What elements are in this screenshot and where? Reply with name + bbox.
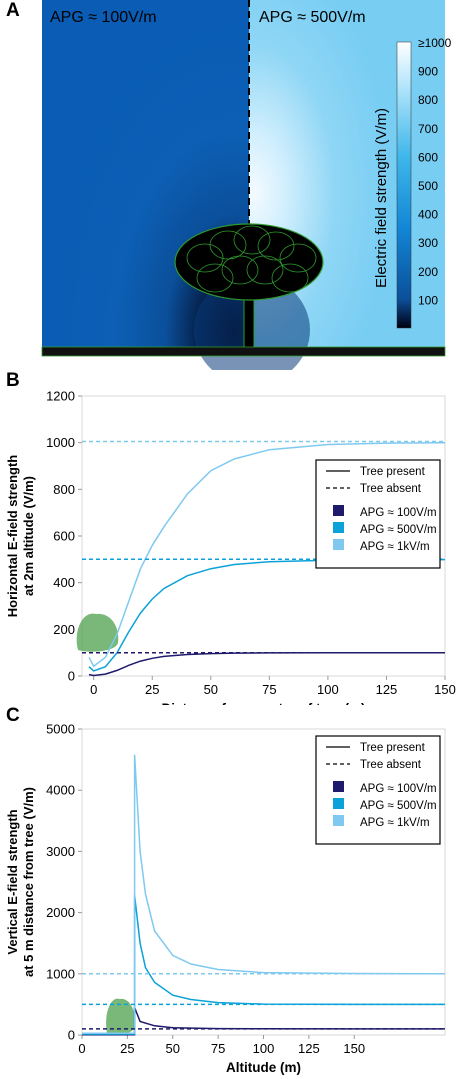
y-tick-label: 400	[53, 575, 75, 590]
y-tick-label: 3000	[46, 844, 75, 859]
series-line	[88, 441, 446, 668]
colorbar-tick-label: 900	[418, 65, 438, 79]
tree-silhouette	[174, 223, 324, 351]
legend-entry-label: APG ≈ 100V/m	[360, 783, 437, 795]
x-tick-label: 75	[211, 1041, 225, 1056]
x-tick-label: 150	[434, 682, 456, 697]
x-tick-label: 75	[262, 682, 276, 697]
y-tick-label: 200	[53, 622, 75, 637]
colorbar-tick-label: ≥1000	[418, 36, 452, 50]
colorbar-tick-label: 400	[418, 208, 438, 222]
y-tick-label: 1000	[46, 435, 75, 450]
legend-entry-label: APG ≈ 100V/m	[360, 507, 437, 519]
x-tick-label: 50	[204, 682, 218, 697]
x-tick-label: 25	[120, 1041, 134, 1056]
panel-letter-c: C	[6, 705, 20, 726]
tree-icon	[106, 998, 136, 1035]
x-tick-label: 100	[253, 1041, 275, 1056]
x-axis-label: Distance from centre of tree (m)	[161, 701, 365, 705]
y-tick-label: 4000	[46, 783, 75, 798]
legend-color-swatch	[333, 505, 344, 516]
legend-entry-label: APG ≈ 1kV/m	[360, 541, 430, 553]
legend-entry-label: APG ≈ 1kV/m	[360, 817, 430, 829]
panel-letter-a: A	[6, 0, 20, 21]
ground-strip	[41, 346, 446, 357]
y-axis-label-line: Vertical E-field strength	[5, 809, 20, 954]
y-tick-label: 1200	[46, 389, 75, 404]
y-tick-label: 0	[68, 669, 75, 684]
y-tick-label: 1000	[46, 966, 75, 981]
x-tick-label: 100	[317, 682, 339, 697]
horizontal-field-chart: 0 200 400 600 800 1000 1200 0 25 50 75 100 125 150 Dis…	[5, 389, 456, 706]
colorbar-tick-label: 700	[418, 122, 438, 136]
legend-color-swatch	[333, 539, 344, 550]
y-tick-label: 600	[53, 529, 75, 544]
y-axis-label: Vertical E-field strengthat 5 m distance…	[5, 787, 36, 977]
y-tick-label: 0	[68, 1028, 75, 1043]
x-tick-label: 125	[298, 1041, 320, 1056]
x-tick-label: 150	[343, 1041, 365, 1056]
colorbar-tick-label: 600	[418, 150, 438, 164]
legend-color-swatch	[333, 522, 344, 533]
legend-color-swatch	[333, 815, 344, 826]
y-tick-label: 800	[53, 482, 75, 497]
x-tick-label: 50	[166, 1041, 180, 1056]
y-axis-label: Horizontal E-field strengthat 2m altitud…	[5, 455, 36, 618]
y-axis-label-line: at 2m altitude (V/m)	[21, 476, 36, 596]
x-tick-label: 0	[78, 1041, 85, 1056]
x-tick-label: 125	[376, 682, 398, 697]
legend-entry-label: Tree absent	[360, 759, 422, 771]
legend-entry-label: Tree present	[360, 742, 426, 754]
colorbar-label: Electric field strength (V/m)	[373, 108, 390, 288]
x-axis-label: Altitude (m)	[226, 1060, 301, 1075]
colorbar-tick-labels: ≥1000 900 800 700 600 500 400 300 200 100	[418, 36, 452, 307]
series-line	[82, 754, 446, 1034]
tree-canopy	[174, 223, 324, 301]
legend-color-swatch	[333, 798, 344, 809]
legend-entry-label: APG ≈ 500V/m	[360, 524, 437, 536]
legend-entry-label: APG ≈ 500V/m	[360, 800, 437, 812]
colorbar-tick-label: 300	[418, 236, 438, 250]
x-tick-label: 0	[90, 682, 97, 697]
colorbar-tick-label: 100	[418, 293, 438, 307]
left-apg-label: APG ≈ 100V/m	[50, 9, 157, 26]
tree-icon	[76, 613, 119, 652]
field-heatmap: APG ≈ 100V/m APG ≈ 500V/m ≥1000 900 800 700…	[41, 0, 452, 370]
right-apg-label: APG ≈ 500V/m	[259, 9, 366, 26]
colorbar-tick-label: 200	[418, 265, 438, 279]
y-tick-label: 2000	[46, 905, 75, 920]
legend-entry-label: Tree present	[360, 466, 426, 478]
colorbar-tick-label: 500	[418, 179, 438, 193]
legend-entry-label: Tree absent	[360, 483, 422, 495]
y-axis-label-line: Horizontal E-field strength	[5, 455, 20, 618]
vertical-field-chart: 0 1000 2000 3000 4000 5000 0 25 50 75 100 125 150 Alt…	[5, 722, 446, 1075]
series-line	[82, 895, 445, 1035]
x-tick-label: 25	[145, 682, 159, 697]
colorbar-tick-label: 800	[418, 93, 438, 107]
colorbar	[396, 41, 412, 329]
panel-letter-b: B	[6, 370, 20, 391]
y-tick-label: 5000	[46, 722, 75, 737]
series-line	[88, 558, 446, 672]
legend-color-swatch	[333, 781, 344, 792]
y-axis-label-line: at 5 m distance from tree (V/m)	[21, 787, 36, 977]
